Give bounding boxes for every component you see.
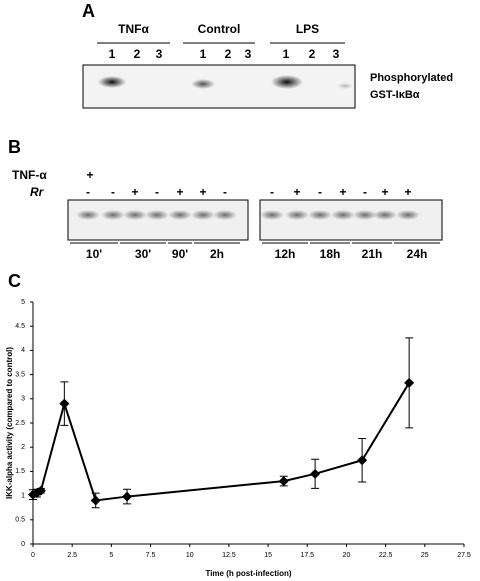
time-label: 24h	[407, 247, 428, 261]
sign: +	[404, 185, 411, 199]
panel-label: A	[82, 1, 95, 21]
band	[331, 210, 355, 220]
marker	[310, 468, 321, 479]
lane-label: 1	[283, 47, 290, 61]
y-tick-label: 4.5	[15, 323, 25, 330]
band	[101, 210, 125, 220]
blot-b-right	[259, 199, 443, 241]
row-label: TNF-α	[12, 168, 47, 182]
blot-a	[82, 64, 356, 109]
marker	[90, 495, 101, 506]
blot-b-left	[67, 199, 249, 241]
y-tick-label: 1.5	[15, 468, 25, 475]
lane-label: 3	[156, 47, 163, 61]
sign: -	[223, 185, 227, 199]
y-tick-label: 0	[21, 541, 25, 548]
y-tick-label: 2.5	[15, 420, 25, 427]
time-label: 12h	[275, 247, 296, 261]
band	[260, 210, 284, 220]
sign: -	[86, 185, 90, 199]
x-tick-label: 10	[186, 552, 194, 559]
data-line	[32, 382, 410, 502]
lane-label: 1	[109, 47, 116, 61]
band	[76, 210, 100, 220]
y-tick-label: 0.5	[15, 517, 25, 524]
y-tick-label: 1	[21, 492, 25, 499]
group-label: Control	[198, 22, 241, 36]
sign: +	[176, 185, 183, 199]
marker	[122, 491, 133, 502]
band	[353, 210, 377, 220]
panel-label: C	[8, 271, 21, 291]
x-tick-label: 5	[109, 552, 113, 559]
lane-label: 2	[309, 47, 316, 61]
marker	[35, 485, 46, 496]
y-tick-label: 5	[21, 299, 25, 306]
sign: +	[293, 185, 300, 199]
sign: +	[86, 168, 93, 182]
band	[285, 210, 309, 220]
lane-label: 1	[200, 47, 207, 61]
sign: +	[199, 185, 206, 199]
time-label: 18h	[320, 247, 341, 261]
sign: -	[155, 185, 159, 199]
x-axis-label: Time (h post-infection)	[205, 569, 291, 578]
time-label: 10'	[86, 247, 102, 261]
sign: -	[270, 185, 274, 199]
lane-label: 3	[333, 47, 340, 61]
x-tick-label: 20	[343, 552, 351, 559]
band	[213, 210, 237, 220]
sign: +	[339, 185, 346, 199]
panel-label: B	[8, 137, 21, 157]
sign: -	[111, 185, 115, 199]
group-label: LPS	[296, 22, 319, 36]
x-tick-label: 22.5	[379, 552, 393, 559]
band	[98, 76, 126, 88]
marker	[278, 476, 289, 487]
band	[191, 210, 215, 220]
x-tick-label: 27.5	[457, 552, 471, 559]
blot-label: GST-IκBα	[370, 89, 420, 101]
x-tick-label: 25	[421, 552, 429, 559]
x-tick-label: 12.5	[222, 552, 236, 559]
sign: -	[363, 185, 367, 199]
band	[373, 210, 397, 220]
band	[308, 210, 332, 220]
y-tick-label: 3	[21, 396, 25, 403]
x-tick-label: 17.5	[300, 552, 314, 559]
band	[123, 210, 147, 220]
y-axis-label: IKK-alpha activity (compared to control)	[5, 347, 14, 499]
y-tick-label: 4	[21, 347, 25, 354]
time-label: 30'	[135, 247, 151, 261]
band	[271, 75, 303, 89]
sign: +	[131, 185, 138, 199]
marker	[404, 377, 415, 388]
time-label: 2h	[210, 247, 224, 261]
group-label: TNFα	[118, 22, 149, 36]
x-tick-label: 7.5	[146, 552, 156, 559]
x-tick-label: 15	[264, 552, 272, 559]
band	[145, 210, 169, 220]
row-label: Rr	[30, 185, 45, 199]
marker	[357, 455, 368, 466]
lane-label: 2	[225, 47, 232, 61]
time-label: 21h	[362, 247, 383, 261]
y-tick-label: 3.5	[15, 371, 25, 378]
blot-label: Phosphorylated	[370, 72, 453, 84]
band	[396, 210, 420, 220]
marker	[59, 398, 70, 409]
lane-label: 3	[245, 47, 252, 61]
sign: +	[381, 185, 388, 199]
band	[337, 83, 353, 89]
sign: -	[318, 185, 322, 199]
band	[191, 79, 215, 89]
lane-label: 2	[134, 47, 141, 61]
y-tick-label: 2	[21, 444, 25, 451]
time-label: 90'	[172, 247, 188, 261]
x-tick-label: 0	[31, 552, 35, 559]
band	[168, 210, 192, 220]
x-tick-label: 2.5	[67, 552, 77, 559]
